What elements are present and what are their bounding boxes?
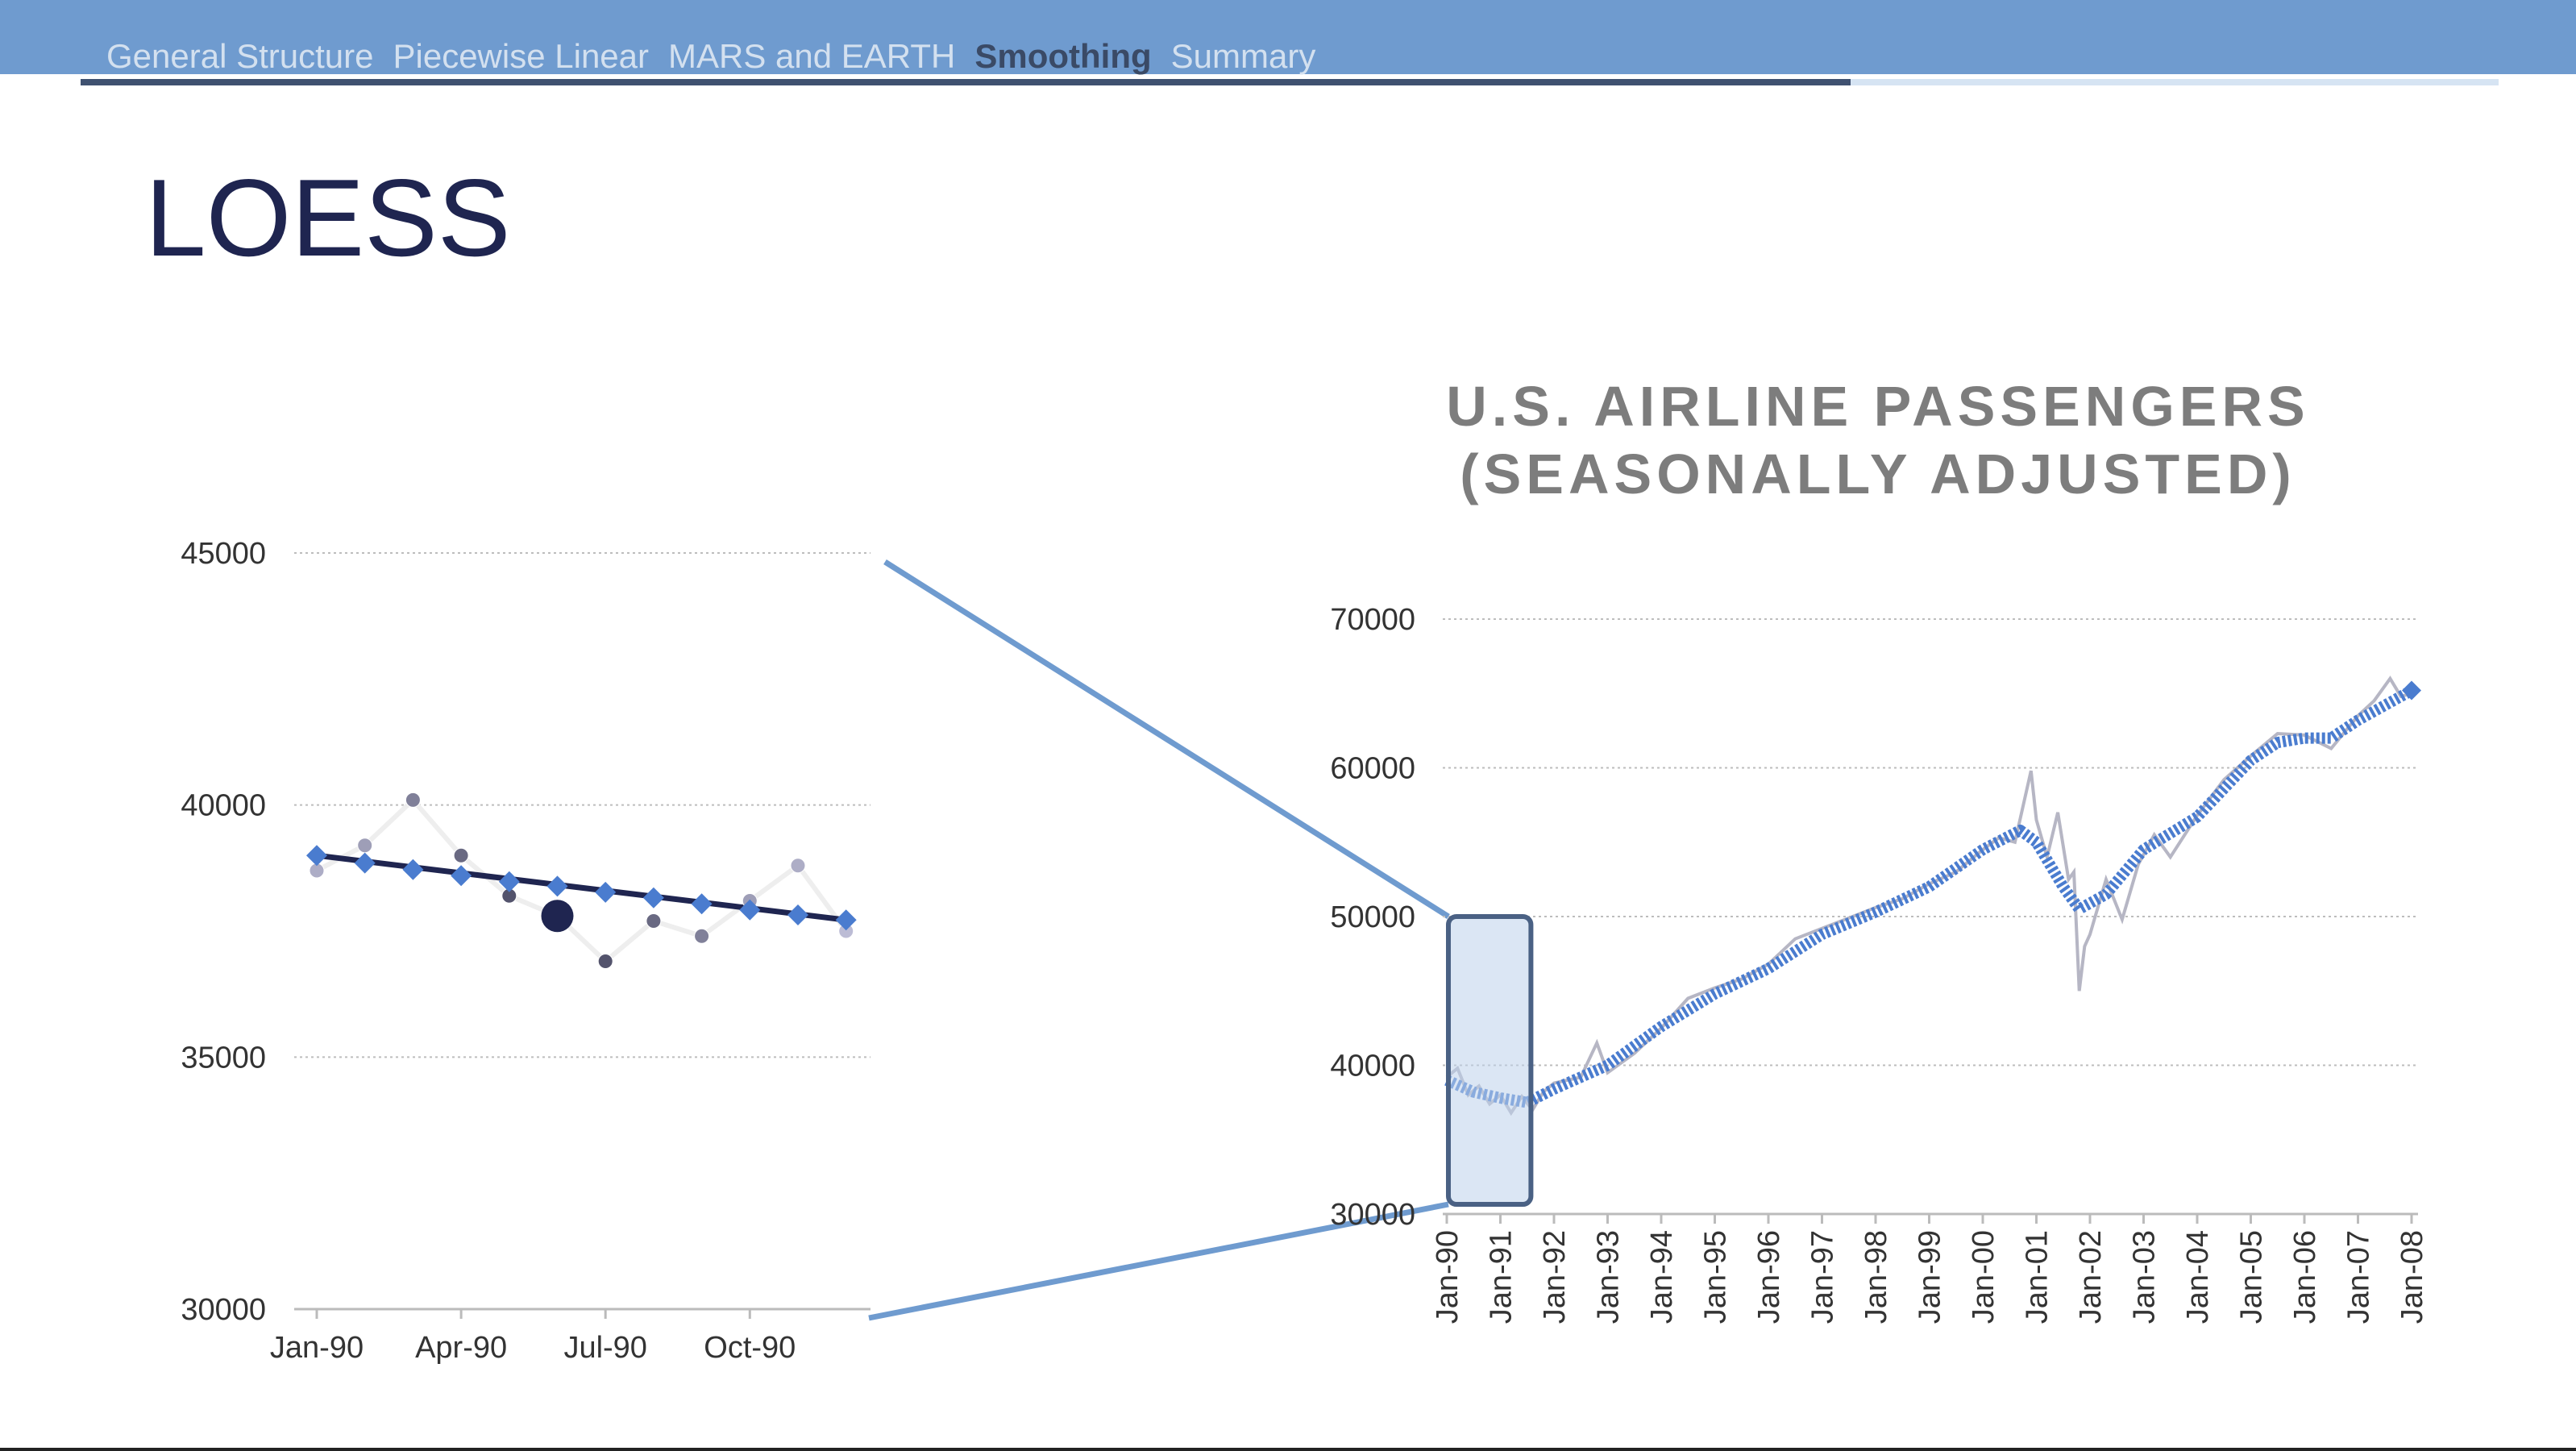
nav-item-general-structure[interactable]: General Structure bbox=[106, 37, 374, 75]
x-tick-label: Apr-90 bbox=[415, 1331, 507, 1365]
smoothed-point bbox=[787, 904, 808, 925]
smoothed-point bbox=[642, 887, 664, 908]
raw-point bbox=[597, 954, 613, 970]
raw-point bbox=[357, 838, 373, 854]
connector-line-bottom bbox=[868, 1201, 1449, 1321]
x-tick-label: Jan-97 bbox=[1806, 1230, 1840, 1324]
x-tick-label: Jan-90 bbox=[1431, 1230, 1465, 1324]
slide-title: LOESS bbox=[145, 156, 511, 279]
zoomed-chart: 30000 35000 40000 45000 Jan-90 Apr-90 Jul-90 Oc… bbox=[181, 537, 870, 1365]
nav-item-mars-and-earth[interactable]: MARS and EARTH bbox=[668, 37, 956, 75]
zoom-connectors bbox=[868, 559, 1450, 1321]
header-bar bbox=[0, 0, 2576, 74]
smoothed-point bbox=[739, 899, 761, 921]
x-tick-label: Jan-94 bbox=[1645, 1230, 1679, 1324]
x-tick-label: Jan-90 bbox=[270, 1331, 364, 1365]
smoothed-point bbox=[402, 859, 424, 880]
nav-item-piecewise-linear[interactable]: Piecewise Linear bbox=[393, 37, 650, 75]
x-tick-label: Jan-07 bbox=[2342, 1230, 2376, 1324]
x-tick-label: Jan-04 bbox=[2181, 1230, 2215, 1324]
smoothed-series-line bbox=[1444, 685, 2415, 1108]
connector-line-top bbox=[883, 559, 1450, 919]
x-tick-label: Jan-02 bbox=[2074, 1230, 2108, 1324]
x-tick-label: Jan-95 bbox=[1699, 1230, 1733, 1324]
raw-point bbox=[453, 847, 469, 863]
x-tick-label: Oct-90 bbox=[704, 1331, 796, 1365]
y-tick-label: 50000 bbox=[1330, 900, 1415, 934]
raw-point bbox=[694, 928, 710, 944]
x-tick-label: Jul-90 bbox=[563, 1331, 647, 1365]
x-tick-label: Jan-96 bbox=[1752, 1230, 1786, 1324]
section-progress-remaining bbox=[1851, 79, 2499, 85]
x-tick-label: Jan-08 bbox=[2395, 1230, 2429, 1324]
section-progress-done bbox=[81, 79, 1851, 85]
smoothed-point bbox=[546, 875, 568, 897]
y-tick-label: 70000 bbox=[1330, 603, 1415, 637]
x-tick-label: Jan-98 bbox=[1859, 1230, 1893, 1324]
focus-point bbox=[541, 900, 574, 933]
smoothed-point bbox=[835, 909, 857, 931]
smoothed-point bbox=[691, 893, 713, 915]
x-tick-label: Jan-06 bbox=[2288, 1230, 2322, 1324]
x-tick-label: Jan-01 bbox=[2021, 1230, 2055, 1324]
y-tick-label: 30000 bbox=[181, 1293, 266, 1327]
smoothed-point bbox=[451, 865, 472, 887]
smoothed-point bbox=[306, 845, 327, 867]
x-tick-label: Jan-91 bbox=[1485, 1230, 1519, 1324]
raw-point bbox=[405, 792, 421, 808]
smoothed-point bbox=[2402, 680, 2421, 701]
y-tick-label: 30000 bbox=[1330, 1198, 1415, 1232]
smoothed-point bbox=[595, 881, 617, 903]
y-tick-label: 35000 bbox=[181, 1041, 266, 1075]
y-tick-label: 40000 bbox=[1330, 1050, 1415, 1083]
raw-series-line bbox=[315, 796, 849, 965]
y-tick-label: 60000 bbox=[1330, 752, 1415, 786]
x-tick-label: Jan-92 bbox=[1538, 1230, 1572, 1324]
y-tick-label: 45000 bbox=[181, 537, 266, 571]
y-tick-label: 40000 bbox=[181, 789, 266, 823]
x-tick-label: Jan-03 bbox=[2128, 1230, 2162, 1324]
nav-item-summary[interactable]: Summary bbox=[1170, 37, 1316, 75]
x-tick-label: Jan-05 bbox=[2235, 1230, 2269, 1324]
raw-point bbox=[646, 913, 662, 929]
x-tick-label: Jan-99 bbox=[1913, 1230, 1947, 1324]
chart-title: U.S. AIRLINE PASSENGERS (SEASONALLY ADJU… bbox=[1446, 375, 2310, 505]
raw-point bbox=[790, 858, 806, 874]
smoothed-point bbox=[354, 852, 376, 874]
section-nav: General Structure Piecewise Linear MARS … bbox=[106, 37, 1315, 76]
x-tick-label: Jan-93 bbox=[1592, 1230, 1626, 1324]
nav-item-smoothing[interactable]: Smoothing bbox=[974, 37, 1152, 75]
footer-rule bbox=[0, 1448, 2576, 1451]
x-tick-label: Jan-00 bbox=[1967, 1230, 2001, 1324]
airline-passengers-chart: 30000 40000 50000 60000 70000 Jan-90 Jan-91 Jan… bbox=[1330, 603, 2429, 1324]
smoothed-point bbox=[498, 871, 520, 892]
zoom-highlight-box bbox=[1446, 914, 1534, 1207]
